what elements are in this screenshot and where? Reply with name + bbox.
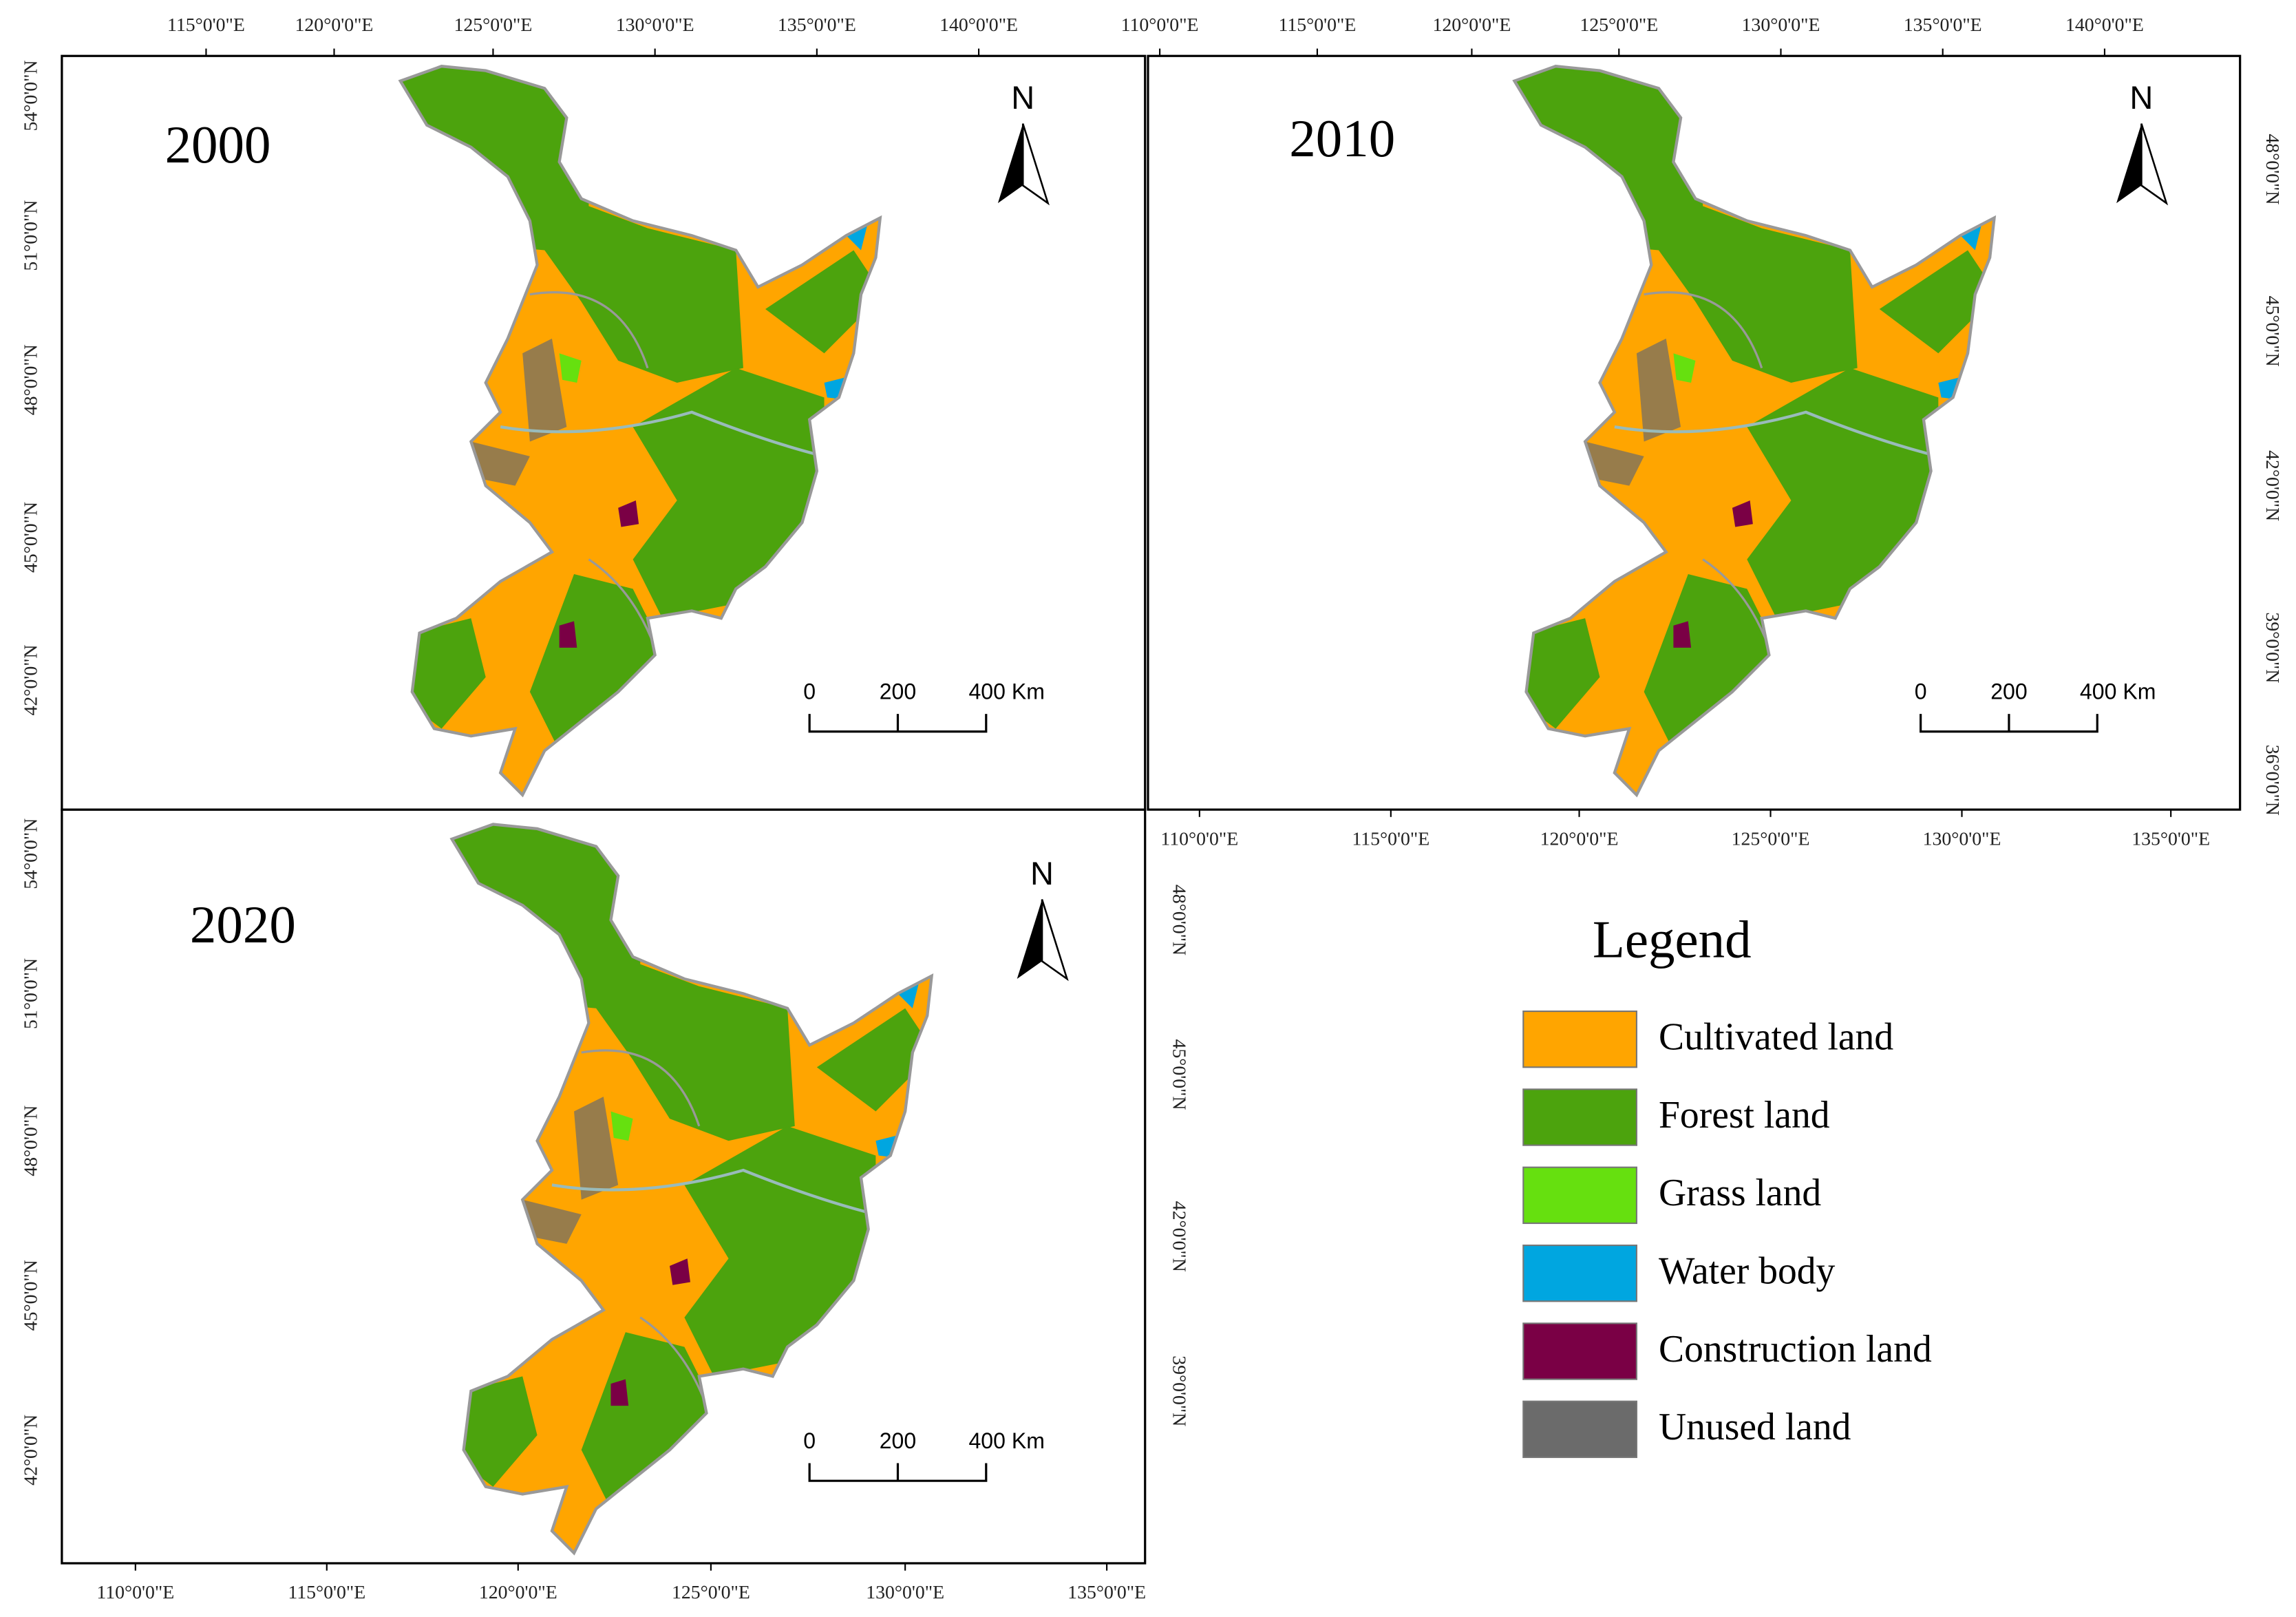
legend-swatch [1522,1400,1638,1459]
scale-label: 200 [880,679,917,704]
longitude-label: 115°0'0"E [1278,14,1356,36]
north-arrow [997,123,1023,204]
longitude-label: 140°0'0"E [939,14,1018,36]
longitude-label: 130°0'0"E [866,1582,944,1603]
map-panel: 2000 N 0 200 400 Km 115°0'0"E 120°0'0"E 125°0'0… [20,14,1147,810]
map-panel: 2010 N 0 200 400 Km 110°0'0"E 115°0'0"E 120°0'0… [1121,14,2284,850]
longitude-label: 135°0'0"E [2132,828,2210,849]
scale-label: 0 [1915,679,1927,704]
north-arrow [1021,123,1050,206]
north-arrow [1041,899,1069,982]
latitude-label: 45°0'0"N [20,502,41,573]
north-arrow [2116,123,2142,204]
legend-label: Forest land [1659,1094,1830,1137]
longitude-label: 135°0'0"E [778,14,856,36]
scale-label: 400 Km [2080,679,2156,704]
latitude-label: 45°0'0"N [2262,296,2283,367]
latitude-label: 48°0'0"N [2262,134,2283,204]
longitude-label: 115°0'0"E [288,1582,365,1603]
latitude-label: 39°0'0"N [2262,612,2283,683]
latitude-label: 45°0'0"N [20,1260,41,1331]
north-label: N [1030,855,1054,891]
longitude-label: 125°0'0"E [1580,14,1658,36]
land-use-map [1497,59,2012,810]
panel-frame [61,808,1147,1565]
legend-label: Cultivated land [1659,1016,1893,1059]
legend-label: Water body [1659,1250,1836,1293]
scale-label: 200 [880,1428,917,1453]
latitude-label: 54°0'0"N [20,60,41,131]
latitude-label: 42°0'0"N [1168,1201,1189,1272]
longitude-label: 120°0'0"E [479,1582,557,1603]
longitude-label: 110°0'0"E [96,1582,174,1603]
longitude-label: 120°0'0"E [1432,14,1511,36]
legend-swatch [1522,1322,1638,1380]
scale-bar [1920,714,2098,733]
legend-swatch [1522,1088,1638,1146]
year-label: 2010 [1289,109,1395,168]
scale-label: 0 [803,679,816,704]
scale-label: 400 Km [968,679,1045,704]
longitude-label: 125°0'0"E [1732,828,1810,849]
latitude-label: 45°0'0"N [1168,1039,1189,1110]
longitude-label: 115°0'0"E [167,14,245,36]
latitude-label: 36°0'0"N [2262,745,2283,816]
latitude-label: 48°0'0"N [20,1106,41,1176]
scale-label: 400 Km [968,1428,1045,1453]
longitude-label: 125°0'0"E [454,14,532,36]
longitude-label: 135°0'0"E [1904,14,1982,36]
land-use-map [434,817,949,1568]
latitude-label: 48°0'0"N [1168,885,1189,955]
map-panel: 2020 N 0 200 400 Km 110°0'0"E 115°0'0"E 120°0'0… [20,808,1189,1603]
land-use-map [383,59,897,810]
legend-swatch [1522,1010,1638,1068]
longitude-label: 130°0'0"E [1742,14,1820,36]
latitude-label: 42°0'0"N [20,1415,41,1486]
scale-label: 200 [1990,679,2028,704]
legend-label: Unused land [1659,1406,1851,1448]
north-arrow [1017,899,1043,980]
north-label: N [2129,79,2153,116]
longitude-label: 115°0'0"E [1352,828,1429,849]
latitude-label: 48°0'0"N [20,344,41,415]
legend-label: Grass land [1659,1172,1821,1214]
year-label: 2020 [190,895,296,954]
longitude-label: 125°0'0"E [672,1582,750,1603]
scale-bar [808,714,988,733]
scale-bar [808,1463,988,1482]
latitude-label: 51°0'0"N [20,200,41,271]
north-arrow [2140,123,2169,206]
legend: Legend Cultivated land Forest land Grass la… [1522,910,1932,1459]
longitude-label: 140°0'0"E [2065,14,2144,36]
latitude-label: 42°0'0"N [20,644,41,715]
north-label: N [1011,79,1034,116]
longitude-label: 135°0'0"E [1067,1582,1146,1603]
longitude-label: 110°0'0"E [1121,14,1199,36]
longitude-label: 120°0'0"E [1540,828,1619,849]
longitude-label: 120°0'0"E [295,14,374,36]
year-label: 2000 [165,115,271,174]
legend-label: Construction land [1659,1328,1932,1371]
longitude-label: 110°0'0"E [1160,828,1238,849]
legend-title: Legend [1593,910,1752,969]
legend-swatch [1522,1244,1638,1302]
latitude-label: 39°0'0"N [1168,1355,1189,1426]
scale-label: 0 [803,1428,816,1453]
latitude-label: 42°0'0"N [2262,450,2283,521]
latitude-label: 54°0'0"N [20,818,41,889]
panel-frame [1147,54,2242,811]
longitude-label: 130°0'0"E [616,14,694,36]
latitude-label: 51°0'0"N [20,958,41,1029]
legend-swatch [1522,1166,1638,1225]
longitude-label: 130°0'0"E [1923,828,2001,849]
